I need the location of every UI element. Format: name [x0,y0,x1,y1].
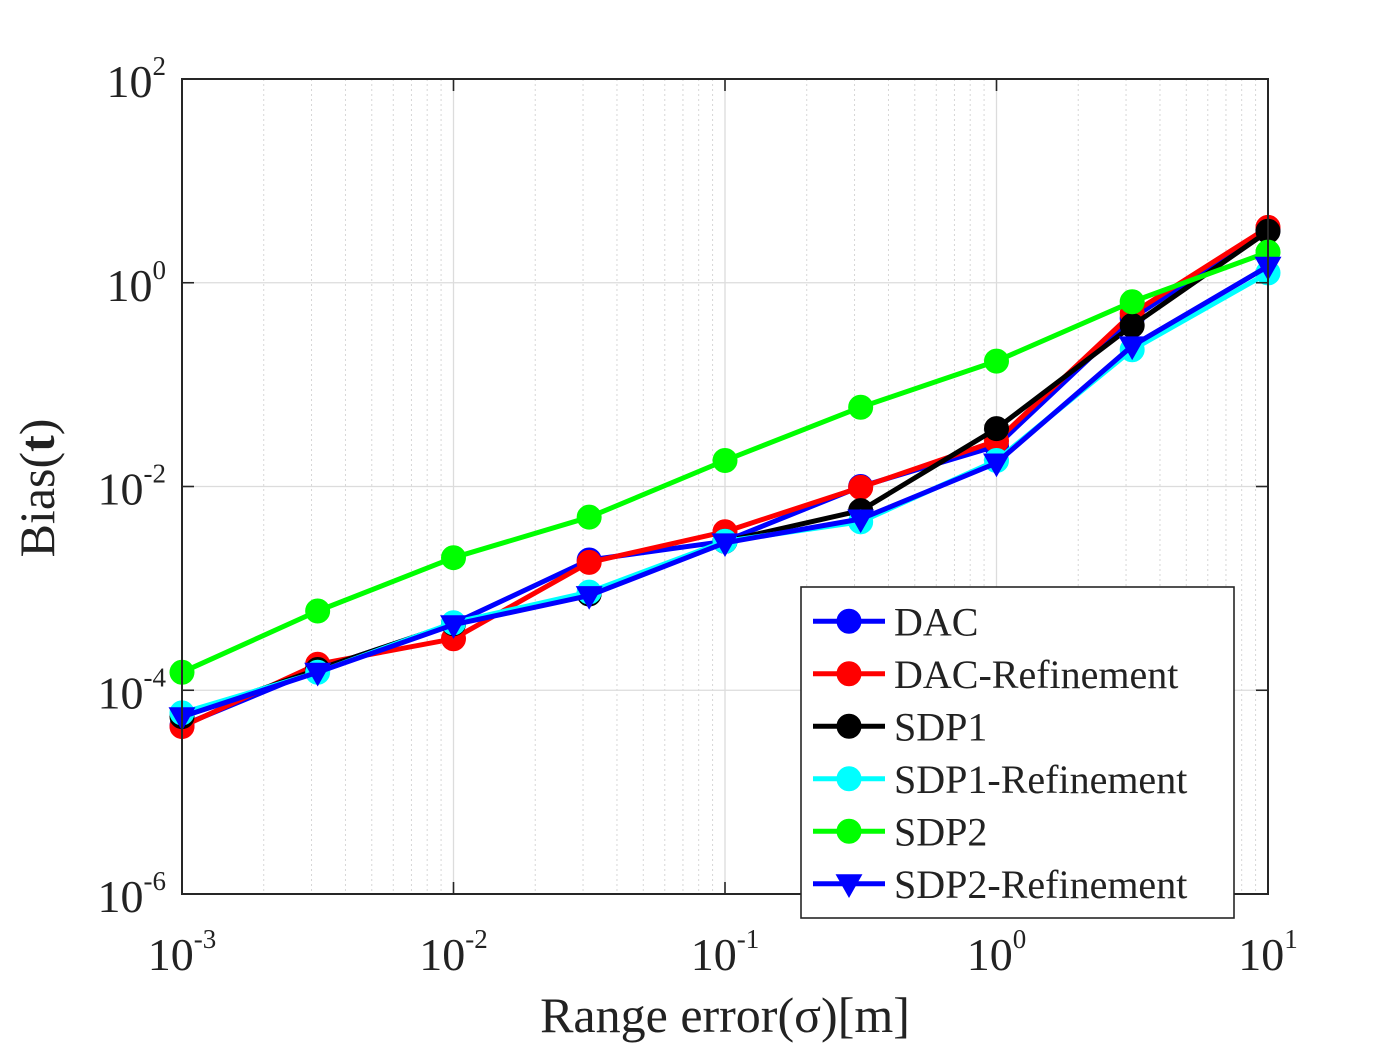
y-tick-label: 10-6 [98,866,167,922]
data-point-sdp2-refinement [847,509,875,534]
y-tick-label: 10-4 [98,662,167,718]
legend-item-sdp2-refinement: SDP2-Refinement [813,862,1187,907]
data-point-sdp1 [1119,313,1145,339]
data-point-sdp2-refinement [440,615,467,639]
data-point-sdp2 [848,394,874,420]
legend-label: SDP1-Refinement [894,757,1187,802]
y-tick-label: 100 [107,255,167,311]
data-point-sdp1 [984,416,1009,442]
x-tick-label: 101 [1238,924,1298,980]
legend-label: DAC [894,599,978,644]
x-tick-label: 10-1 [691,924,760,980]
data-point-sdp2-refinement [304,662,332,687]
legend-marker [836,608,862,634]
series-sdp2 [169,239,1281,685]
legend-label: DAC-Refinement [894,652,1178,697]
legend[interactable]: DAC DAC-Refinement SDP1 SDP1-Refinement SDP2… [800,586,1235,919]
legend-item-dac: DAC [813,599,978,644]
data-point-sdp2-refinement [983,453,1010,478]
series-group [168,214,1282,740]
legend-box [800,586,1235,919]
legend-marker [836,661,862,687]
legend-marker [836,766,862,792]
x-tick-label: 100 [967,924,1027,980]
data-point-sdp2 [441,545,466,571]
legend-item-sdp1: SDP1 [813,704,987,749]
data-point-sdp2 [1119,289,1145,315]
x-axis-label: Range error(σ)[m] [540,987,910,1043]
legend-item-sdp2: SDP2 [813,809,987,854]
y-tick-label: 102 [107,51,167,107]
legend-marker [836,818,862,844]
legend-marker [835,874,863,898]
data-point-dac-refinement [848,474,874,500]
legend-item-dac-refinement: DAC-Refinement [813,652,1178,697]
x-tick-label: 10-2 [419,924,488,980]
x-tick-label: 10-3 [148,924,217,980]
y-axis-label: Bias(t) [9,419,65,558]
y-tick-label: 10-2 [98,459,167,515]
legend-label: SDP2 [894,809,987,854]
data-point-sdp2-refinement [711,533,739,558]
data-point-dac-refinement [576,549,602,575]
data-point-sdp2 [305,598,331,624]
data-point-sdp2 [576,504,602,530]
data-point-sdp2 [984,348,1009,374]
legend-label: SDP2-Refinement [894,862,1187,907]
data-point-sdp2 [712,447,738,473]
data-point-sdp2-refinement [1118,336,1146,361]
data-point-sdp2-refinement [575,586,603,610]
legend-marker [836,713,862,739]
legend-item-sdp1-refinement: SDP1-Refinement [813,757,1187,802]
series-sdp2-refinement [168,256,1282,731]
legend-label: SDP1 [894,704,987,749]
axis-labels: 10-3 10-2 10-1 100 101 10-6 10-4 10-2 100 102 Rang… [9,51,1298,1043]
